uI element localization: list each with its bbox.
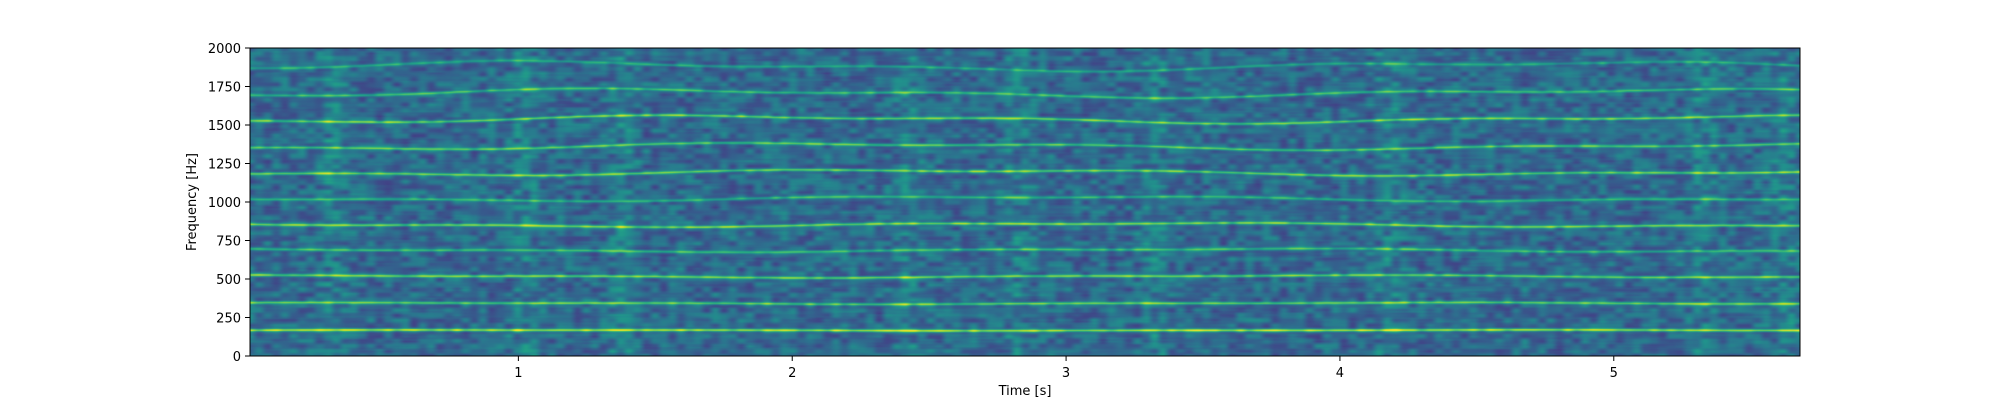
x-tick-label: 5 [1610, 366, 1618, 381]
x-axis: 1 2 3 4 5 [514, 356, 1618, 381]
spectrogram-image [250, 48, 1800, 356]
y-axis-label: Frequency [Hz] [185, 153, 200, 251]
y-tick-label: 750 [216, 235, 241, 250]
y-tick-label: 1750 [208, 81, 241, 96]
y-tick-label: 1250 [208, 158, 241, 173]
y-axis: 0 250 500 750 1000 1250 1500 1750 2000 [208, 42, 250, 365]
x-tick-label: 3 [1062, 366, 1070, 381]
plot-area [249, 47, 1801, 357]
y-tick-label: 0 [233, 350, 241, 365]
y-tick-label: 1000 [208, 196, 241, 211]
y-tick-label: 1500 [208, 119, 241, 134]
x-tick-label: 4 [1336, 366, 1344, 381]
x-axis-label: Time [s] [998, 384, 1052, 399]
y-tick-label: 250 [216, 312, 241, 327]
x-tick-label: 1 [514, 366, 522, 381]
x-tick-label: 2 [788, 366, 796, 381]
y-tick-label: 500 [216, 273, 241, 288]
y-tick-label: 2000 [208, 42, 241, 57]
